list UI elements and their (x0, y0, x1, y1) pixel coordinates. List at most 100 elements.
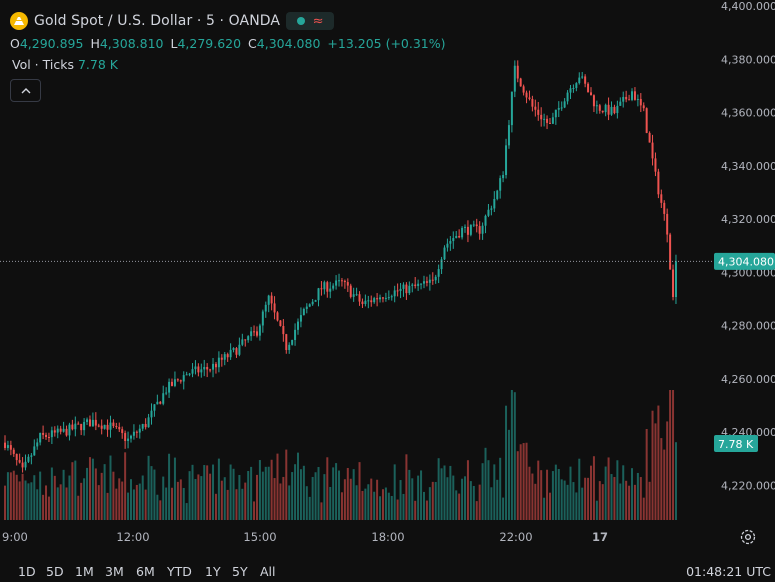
volume-bar (86, 467, 89, 520)
volume-bar (323, 474, 326, 520)
volume-bar (446, 477, 449, 520)
gold-logo-icon[interactable] (10, 12, 28, 30)
volume-bar (572, 482, 575, 520)
candle-body (484, 215, 487, 226)
volume-bar (358, 462, 361, 520)
candle-body (311, 301, 314, 305)
candle-body (628, 99, 631, 101)
volume-bar (153, 469, 156, 520)
candle-body (639, 98, 642, 106)
candle-body (127, 438, 130, 441)
range-5y-button[interactable]: 5Y (232, 564, 248, 579)
open-label: O (10, 36, 20, 51)
low-label: L (170, 36, 178, 51)
candle-body (115, 426, 118, 428)
market-status-pill[interactable]: ≈ (286, 12, 335, 30)
candle-body (499, 178, 502, 191)
volume-bar (232, 468, 235, 520)
candle-body (595, 105, 598, 107)
candle-body (97, 425, 100, 427)
volume-bar (77, 495, 80, 520)
candle-body (598, 105, 601, 111)
range-3m-button[interactable]: 3M (105, 564, 124, 579)
volume-bar (308, 496, 311, 520)
range-6m-button[interactable]: 6M (136, 564, 155, 579)
candle-body (244, 339, 247, 341)
candle-body (651, 142, 654, 159)
candle-body (159, 401, 162, 404)
candle-body (513, 65, 516, 92)
candle-body (168, 381, 171, 393)
volume-bar (244, 482, 247, 520)
volume-bar (335, 463, 338, 520)
time-tick-label: 12:00 (116, 530, 149, 544)
candle-body (264, 304, 267, 312)
volume-bar (229, 464, 232, 520)
range-ytd-button[interactable]: YTD (167, 564, 192, 579)
volume-bar (6, 472, 9, 520)
volume-bar (507, 429, 510, 520)
volume-label[interactable]: Vol · Ticks (12, 57, 74, 72)
time-tick-label: 18:00 (371, 530, 404, 544)
symbol-title[interactable]: Gold Spot / U.S. Dollar · 5 · OANDA (34, 13, 281, 29)
gear-icon[interactable] (739, 528, 757, 546)
volume-bar (320, 502, 323, 520)
price-chart[interactable]: 4,400.000 4,380.000 4,360.000 4,340.000 4,32… (0, 0, 775, 560)
volume-bar (65, 487, 68, 520)
volume-bar (452, 475, 455, 520)
price-axis[interactable]: 4,400.000 4,380.000 4,360.000 4,340.000 4,32… (721, 0, 775, 492)
candle-body (156, 401, 159, 405)
volume-bar (505, 405, 508, 520)
candle-body (528, 97, 531, 100)
candle-body (417, 283, 420, 287)
volume-bar (127, 492, 130, 520)
volume-bar (118, 478, 121, 520)
utc-clock[interactable]: 01:48:21 UTC (686, 564, 771, 579)
volume-bar (598, 481, 601, 520)
volume-bar (449, 465, 452, 520)
candle-body (396, 290, 399, 292)
volume-bar (431, 481, 434, 520)
range-1d-button[interactable]: 1D (18, 564, 36, 579)
candle-body (381, 297, 384, 299)
volume-bar (616, 460, 619, 520)
range-1m-button[interactable]: 1M (75, 564, 94, 579)
volume-bar (379, 496, 382, 520)
candle-body (355, 294, 358, 296)
volume-bar (657, 405, 660, 520)
candle-body (138, 428, 141, 433)
range-1y-button[interactable]: 1Y (205, 564, 221, 579)
candle-body (505, 145, 508, 176)
range-all-button[interactable]: All (260, 564, 276, 579)
volume-bar (238, 474, 241, 520)
volume-bar (540, 470, 543, 520)
candle-body (112, 422, 115, 427)
collapse-legend-button[interactable] (10, 79, 41, 102)
volume-bar (165, 487, 168, 520)
volume-bar (258, 460, 261, 520)
candle-body (15, 453, 18, 461)
volume-bar (71, 462, 74, 520)
candle-body (36, 442, 39, 447)
candle-body (636, 98, 639, 100)
candle-body (12, 449, 15, 454)
volume-bar (425, 500, 428, 520)
candle-body (590, 92, 592, 96)
volume-bar (115, 488, 118, 520)
candle-body (663, 202, 666, 214)
volume-bar (173, 457, 176, 520)
time-axis[interactable]: 9:00 12:00 15:00 18:00 22:00 17 (2, 530, 608, 544)
volume-bar (203, 465, 206, 520)
candle-body (47, 436, 50, 438)
volume-bar (209, 473, 212, 520)
volume-bars (4, 390, 677, 520)
volume-bar (399, 480, 402, 520)
candle-body (387, 297, 390, 299)
last-price-tag: 4,304.080 (714, 252, 775, 270)
candle-body (481, 225, 484, 234)
volume-bar (466, 460, 469, 520)
volume-bar (91, 458, 94, 520)
range-5d-button[interactable]: 5D (46, 564, 64, 579)
volume-bar (587, 477, 590, 520)
time-range-bar: 1D 5D 1M 3M 6M YTD 1Y 5Y All 01:48:21 UT… (0, 560, 775, 582)
